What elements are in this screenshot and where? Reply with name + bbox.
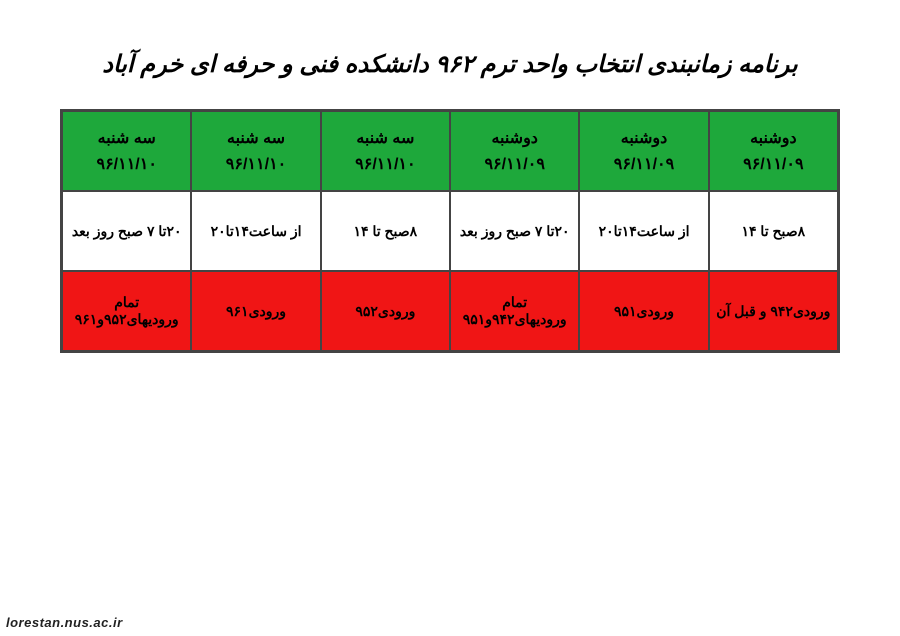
day-label: سه شنبه xyxy=(227,128,285,148)
entry-row: ورودی۹۴۲ و قبل آن ورودی۹۵۱ تمام ورودیهای… xyxy=(62,271,838,351)
entry-cell: ورودی۹۴۲ و قبل آن xyxy=(709,271,838,351)
time-cell: ۲۰تا ۷ صبح روز بعد xyxy=(62,191,191,271)
day-label: سه شنبه xyxy=(98,128,156,148)
date-label: ۹۶/۱۱/۱۰ xyxy=(226,154,286,174)
header-cell: سه شنبه ۹۶/۱۱/۱۰ xyxy=(191,111,320,191)
time-cell: ۸صبح تا ۱۴ xyxy=(709,191,838,271)
entry-cell: ورودی۹۶۱ xyxy=(191,271,320,351)
day-label: دوشنبه xyxy=(750,128,797,148)
entry-cell: ورودی۹۵۲ xyxy=(321,271,450,351)
day-label: دوشنبه xyxy=(491,128,538,148)
header-cell: دوشنبه ۹۶/۱۱/۰۹ xyxy=(450,111,579,191)
day-label: سه شنبه xyxy=(356,128,414,148)
page: برنامه زمانبندی انتخاب واحد ترم ۹۶۲ دانش… xyxy=(0,0,900,636)
time-cell: از ساعت۱۴تا۲۰ xyxy=(191,191,320,271)
day-label: دوشنبه xyxy=(621,128,668,148)
header-cell: سه شنبه ۹۶/۱۱/۱۰ xyxy=(321,111,450,191)
schedule-table: دوشنبه ۹۶/۱۱/۰۹ دوشنبه ۹۶/۱۱/۰۹ دوشنبه ۹… xyxy=(60,109,840,353)
time-row: ۸صبح تا ۱۴ از ساعت۱۴تا۲۰ ۲۰تا ۷ صبح روز … xyxy=(62,191,838,271)
page-title: برنامه زمانبندی انتخاب واحد ترم ۹۶۲ دانش… xyxy=(0,0,900,109)
header-cell: دوشنبه ۹۶/۱۱/۰۹ xyxy=(709,111,838,191)
header-cell: دوشنبه ۹۶/۱۱/۰۹ xyxy=(579,111,708,191)
entry-cell: ورودی۹۵۱ xyxy=(579,271,708,351)
date-label: ۹۶/۱۱/۱۰ xyxy=(355,154,415,174)
time-cell: ۸صبح تا ۱۴ xyxy=(321,191,450,271)
date-label: ۹۶/۱۱/۰۹ xyxy=(743,154,803,174)
date-label: ۹۶/۱۱/۰۹ xyxy=(614,154,674,174)
date-label: ۹۶/۱۱/۰۹ xyxy=(484,154,544,174)
date-label: ۹۶/۱۱/۱۰ xyxy=(96,154,156,174)
entry-cell: تمام ورودیهای۹۴۲و۹۵۱ xyxy=(450,271,579,351)
watermark-url: lorestan.nus.ac.ir xyxy=(6,615,123,630)
time-cell: ۲۰تا ۷ صبح روز بعد xyxy=(450,191,579,271)
header-cell: سه شنبه ۹۶/۱۱/۱۰ xyxy=(62,111,191,191)
header-row: دوشنبه ۹۶/۱۱/۰۹ دوشنبه ۹۶/۱۱/۰۹ دوشنبه ۹… xyxy=(62,111,838,191)
time-cell: از ساعت۱۴تا۲۰ xyxy=(579,191,708,271)
entry-cell: تمام ورودیهای۹۵۲و۹۶۱ xyxy=(62,271,191,351)
